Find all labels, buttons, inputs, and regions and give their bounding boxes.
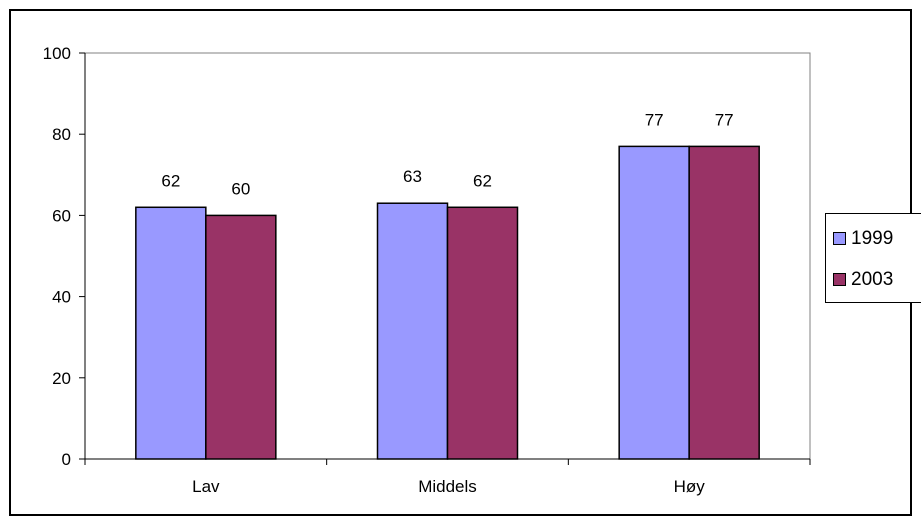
- bar-value-label: 62: [161, 171, 180, 190]
- legend-item-1999: 1999: [833, 225, 893, 251]
- x-tick-label: Middels: [418, 477, 477, 496]
- bar-value-label: 63: [403, 167, 422, 186]
- legend-item-2003: 2003: [833, 266, 893, 292]
- bar-2003-Høy: [688, 145, 760, 460]
- legend-label-2003: 2003: [851, 268, 894, 290]
- bar-1999-Middels: [376, 202, 449, 460]
- y-tick-label: 60: [52, 206, 71, 225]
- y-tick-label: 100: [43, 44, 71, 63]
- legend-swatch-2003: [833, 272, 846, 286]
- x-tick-label: Lav: [192, 477, 220, 496]
- y-axis: 0 20 40 60 80 100: [43, 44, 86, 469]
- bar-value-label: 77: [645, 110, 664, 129]
- y-tick-label: 0: [62, 450, 71, 469]
- x-axis: Lav Middels Høy: [84, 458, 811, 496]
- bars: [135, 145, 760, 460]
- y-tick-label: 40: [52, 288, 71, 307]
- legend-swatch-1999: [833, 231, 846, 245]
- bar-value-label: 62: [473, 171, 492, 190]
- bar-2003-Lav: [205, 214, 277, 460]
- bar-value-label: 60: [231, 179, 250, 198]
- bar-1999-Lav: [135, 206, 207, 460]
- y-tick-label: 80: [52, 125, 71, 144]
- bar-2003-Middels: [446, 206, 519, 460]
- bar-value-label: 77: [715, 110, 734, 129]
- y-tick-label: 20: [52, 369, 71, 388]
- bar-1999-Høy: [618, 145, 690, 460]
- bar-value-labels: 62 60 63 62 77 77: [161, 110, 733, 198]
- legend-label-1999: 1999: [851, 227, 894, 249]
- x-tick-label: Høy: [674, 477, 706, 496]
- legend: 1999 2003: [825, 213, 921, 303]
